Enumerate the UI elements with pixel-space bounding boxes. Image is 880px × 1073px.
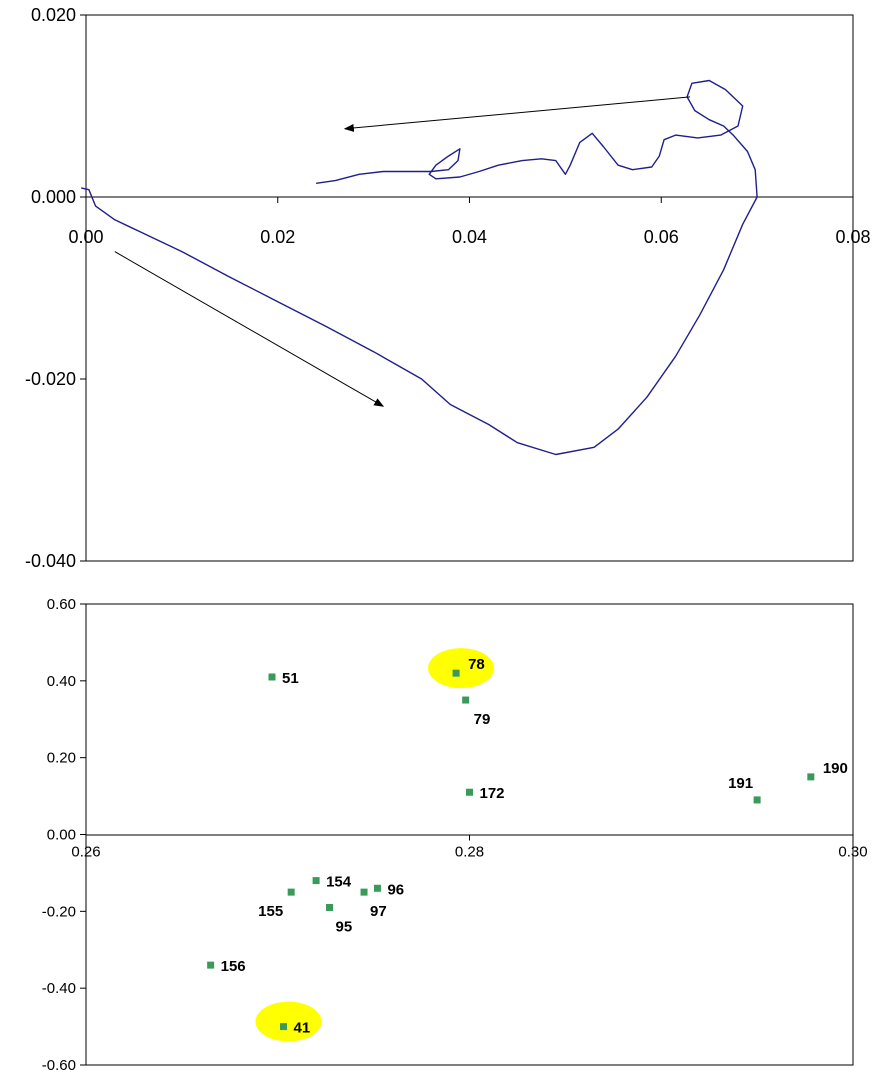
chart2-x-tick-label: 0.28 [455,844,484,861]
point-label: 95 [336,918,353,935]
chart2-y-tick-label: 0.60 [47,596,76,613]
chart1-series [81,79,758,456]
chart2-y-tick-label: -0.40 [42,980,76,997]
chart1-x-tick-label: 0.04 [452,227,487,247]
chart1-y-ticks: 0.020 0.000 -0.020 -0.040 [25,5,86,571]
trajectory-line [81,79,758,456]
highlight-ellipse [428,648,495,689]
chart1-x-ticks: 0.00 0.02 0.04 0.06 0.08 [68,197,871,247]
chart2-x-ticks: 0.26 0.28 0.30 [71,834,868,861]
chart1-x-tick-label: 0.00 [68,227,103,247]
chart1-plot-area [85,14,854,562]
highlight-ellipse [255,1001,322,1042]
scatter-chart: 0.60 0.40 0.20 0.00 -0.20 -0.40 -0.60 0.26 0.28… [42,596,868,1073]
direction-arrow [114,251,385,407]
chart2-y-tick-label: 0.20 [47,750,76,767]
chart2-y-ticks: 0.60 0.40 0.20 0.00 -0.20 -0.40 -0.60 [42,596,86,1073]
scatter-point [280,1023,288,1031]
chart2-y-tick-label: -0.20 [42,903,76,920]
chart2-x-tick-label: 0.30 [838,844,867,861]
scatter-point [807,773,815,781]
scatter-point [268,673,276,681]
chart1-y-tick-label: -0.020 [25,369,76,389]
chart2-y-tick-label: 0.00 [47,827,76,844]
point-label: 51 [282,670,299,687]
point-label: 172 [480,785,505,802]
point-label: 190 [823,760,848,777]
chart1-y-tick-label: -0.040 [25,551,76,571]
scatter-point [312,877,320,885]
scatter-point [360,888,368,896]
chart1-x-tick-label: 0.06 [644,227,679,247]
chart2-y-tick-label: 0.40 [47,673,76,690]
point-label: 96 [387,881,404,898]
point-label: 156 [221,958,246,975]
scatter-point [753,796,761,804]
chart1-annotations [114,96,691,407]
point-label: 155 [258,903,283,920]
point-label: 97 [370,903,387,920]
scatter-point [207,961,215,969]
chart2-x-tick-label: 0.26 [71,844,100,861]
point-label: 154 [326,874,352,891]
scatter-point [287,888,295,896]
point-label: 78 [468,656,485,673]
chart1-y-tick-label: 0.000 [31,187,76,207]
scatter-point [326,903,334,911]
direction-arrow [343,96,691,132]
point-label: 41 [294,1020,311,1037]
chart2-highlights [255,648,495,1042]
scatter-point [452,669,460,677]
scatter-point [466,788,473,796]
point-label: 191 [728,775,753,792]
point-label: 79 [474,711,491,728]
chart2-y-tick-label: -0.60 [42,1057,76,1073]
scatter-point [462,696,470,704]
scatter-point [373,884,381,892]
chart1-x-tick-label: 0.08 [835,227,870,247]
chart1-y-tick-label: 0.020 [31,5,76,25]
chart1-x-tick-label: 0.02 [260,227,295,247]
